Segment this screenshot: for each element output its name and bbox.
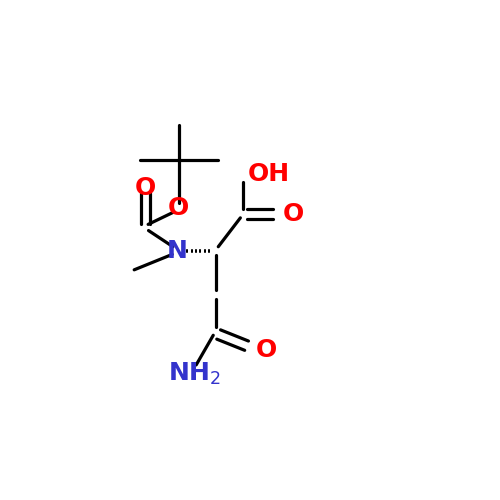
Text: N: N — [166, 238, 187, 262]
Text: NH$_2$: NH$_2$ — [168, 360, 220, 387]
Text: O: O — [135, 176, 156, 200]
Text: OH: OH — [248, 162, 290, 186]
Text: O: O — [256, 338, 276, 361]
Text: O: O — [168, 196, 190, 220]
Text: O: O — [282, 202, 304, 226]
